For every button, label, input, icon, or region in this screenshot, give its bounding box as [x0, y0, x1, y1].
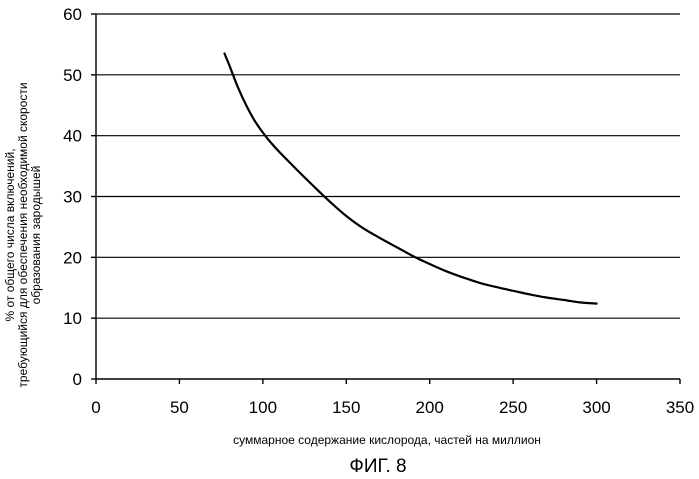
x-tick-label: 300: [582, 398, 610, 417]
x-axis-title: суммарное содержание кислорода, частей н…: [233, 433, 541, 447]
y-axis-title-line-2: требующийся для обеспечения необходимой …: [16, 82, 30, 387]
x-tick-label: 200: [416, 398, 444, 417]
x-tick-labels: 0 50 100 150 200 250 300 350: [91, 379, 694, 417]
series-layer: [225, 54, 597, 304]
grid-lines: [96, 14, 680, 318]
y-tick-labels: 0 10 20 30 40 50 60: [63, 5, 96, 389]
x-tick-label: 50: [170, 398, 189, 417]
y-tick-label: 10: [63, 309, 82, 328]
y-axis-title-line-3: образования зародышей: [29, 166, 43, 305]
figure-caption: ФИГ. 8: [349, 456, 406, 477]
y-tick-label: 60: [63, 5, 82, 24]
x-tick-label: 100: [249, 398, 277, 417]
x-tick-label: 0: [91, 398, 100, 417]
y-tick-label: 20: [63, 248, 82, 267]
x-tick-label: 250: [499, 398, 527, 417]
y-axis-title: % от общего числа включений, требующийся…: [3, 82, 43, 387]
y-tick-label: 0: [73, 370, 82, 389]
x-tick-label: 350: [666, 398, 694, 417]
series-line: [225, 54, 597, 304]
y-tick-label: 40: [63, 127, 82, 146]
x-tick-label: 150: [332, 398, 360, 417]
y-axis-title-line-1: % от общего числа включений,: [3, 148, 17, 321]
y-tick-label: 50: [63, 66, 82, 85]
y-tick-label: 30: [63, 188, 82, 207]
